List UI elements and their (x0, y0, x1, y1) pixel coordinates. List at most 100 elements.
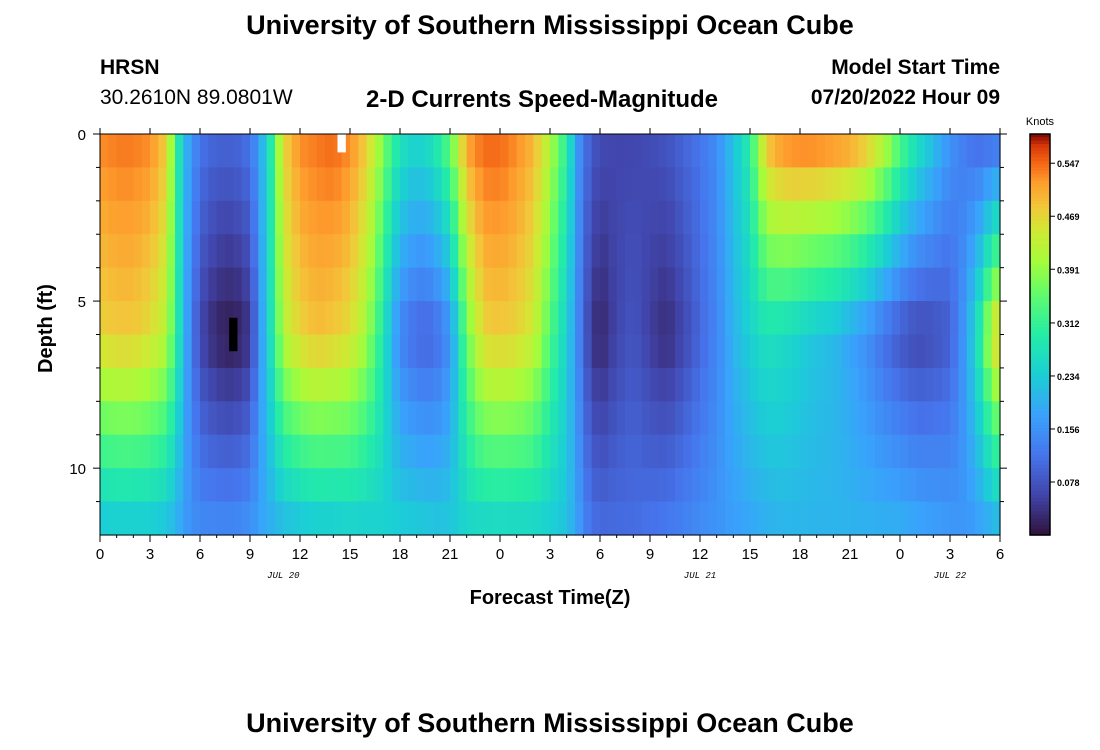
heatmap-cell (633, 434, 643, 469)
heatmap-cell (383, 167, 393, 202)
heatmap-cell (141, 367, 151, 402)
heatmap-cell (941, 200, 951, 235)
heatmap-cell (808, 200, 818, 235)
heatmap-cell (300, 468, 309, 503)
heatmap-cell (241, 468, 251, 503)
heatmap-cell (175, 468, 184, 503)
heatmap-cell (825, 401, 834, 436)
heatmap-cell (200, 167, 209, 202)
heatmap-cell (275, 234, 284, 269)
heatmap-cell (566, 501, 576, 536)
heatmap-cell (183, 401, 193, 436)
heatmap-cell (308, 167, 318, 202)
heatmap-cell (566, 134, 576, 169)
heatmap-cell (758, 334, 768, 369)
heatmap-cell (425, 501, 434, 536)
x-tick-label: 21 (842, 546, 859, 563)
colorbar-segment (1030, 371, 1050, 376)
heatmap-cell (475, 401, 484, 436)
heatmap-cell (958, 267, 968, 302)
heatmap-cell (416, 334, 426, 369)
heatmap-cell (616, 501, 626, 536)
heatmap-cell (325, 334, 334, 369)
heatmap-cell (533, 468, 543, 503)
heatmap-cell (475, 134, 484, 169)
heatmap-cell (883, 501, 893, 536)
heatmap-cell (108, 468, 118, 503)
heatmap-cell (825, 334, 834, 369)
heatmap-cell (675, 468, 684, 503)
x-tick-label: 0 (496, 546, 504, 563)
heatmap-cell (358, 200, 368, 235)
heatmap-cell (233, 434, 243, 469)
heatmap-cell (141, 334, 151, 369)
heatmap-cell (825, 134, 834, 169)
heatmap-cell (633, 200, 643, 235)
heatmap-cell (383, 367, 393, 402)
heatmap-cell (658, 200, 668, 235)
heatmap-cell (750, 167, 759, 202)
heatmap-cell (916, 167, 926, 202)
heatmap-cell (925, 167, 934, 202)
heatmap-cell (408, 134, 418, 169)
heatmap-cell (950, 267, 959, 302)
heatmap-cell (783, 401, 793, 436)
heatmap-cell (366, 434, 376, 469)
heatmap-cell (933, 301, 943, 336)
heatmap-cell (683, 501, 693, 536)
heatmap-cell (425, 468, 434, 503)
heatmap-cell (825, 234, 834, 269)
heatmap-cell (125, 200, 134, 235)
heatmap-cell (116, 200, 126, 235)
heatmap-cell (566, 301, 576, 336)
heatmap-cell (675, 501, 684, 536)
heatmap-cell (933, 134, 943, 169)
heatmap-cell (491, 267, 501, 302)
heatmap-cell (166, 134, 176, 169)
heatmap-cell (433, 301, 443, 336)
heatmap-cell (825, 367, 834, 402)
heatmap-cell (366, 301, 376, 336)
heatmap-cell (991, 301, 1001, 336)
heatmap-cell (566, 234, 576, 269)
heatmap-cell (108, 334, 118, 369)
colorbar-segment (1030, 478, 1050, 483)
heatmap-cell (716, 401, 726, 436)
heatmap-cell (183, 501, 193, 536)
heatmap-cell (458, 234, 468, 269)
heatmap-cell (625, 301, 634, 336)
heatmap-cell (766, 501, 776, 536)
heatmap-cell (858, 501, 868, 536)
colorbar-segment (1030, 250, 1050, 255)
heatmap-cell (258, 334, 268, 369)
colorbar-segment (1030, 154, 1050, 158)
heatmap-cell (400, 234, 409, 269)
heatmap-cell (125, 134, 134, 169)
heatmap-cell (108, 501, 118, 536)
colorbar-segment (1030, 134, 1050, 138)
heatmap-cell (475, 468, 484, 503)
heatmap-cell (658, 468, 668, 503)
heatmap-cell (750, 267, 759, 302)
heatmap-cell (116, 267, 126, 302)
heatmap-cell (800, 501, 809, 536)
heatmap-cell (708, 334, 718, 369)
heatmap-cell (316, 234, 326, 269)
heatmap-cell (816, 367, 826, 402)
heatmap-cell (883, 468, 893, 503)
heatmap-cell (816, 200, 826, 235)
heatmap-cell (808, 501, 818, 536)
heatmap-cell (800, 334, 809, 369)
colorbar-segment (1030, 434, 1050, 439)
heatmap-cell (583, 501, 593, 536)
heatmap-cell (291, 501, 301, 536)
heatmap-cell (925, 267, 934, 302)
heatmap-cell (250, 134, 259, 169)
heatmap-cell (200, 367, 209, 402)
heatmap-cell (158, 401, 168, 436)
heatmap-cell (791, 334, 801, 369)
heatmap-cell (383, 234, 393, 269)
heatmap-cell (883, 134, 893, 169)
heatmap-cell (491, 367, 501, 402)
heatmap-cell (700, 334, 709, 369)
